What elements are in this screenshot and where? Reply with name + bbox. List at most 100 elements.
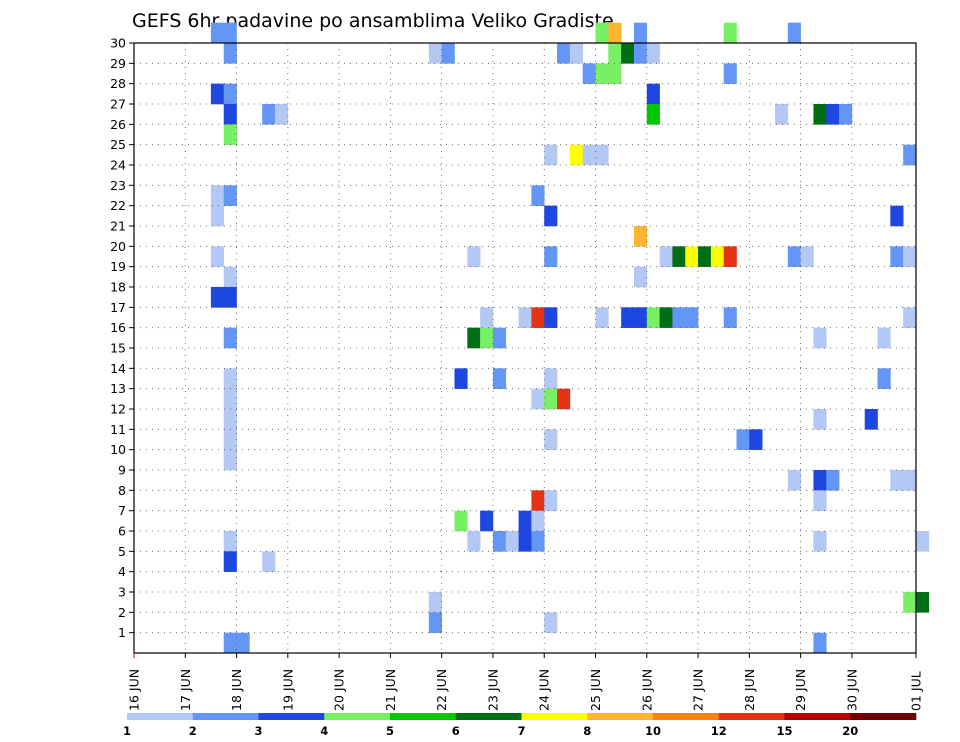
heat-cell xyxy=(877,327,891,349)
x-tick-label: 17 JUN xyxy=(178,669,193,711)
legend-swatch xyxy=(258,713,325,720)
heat-cell xyxy=(916,531,930,552)
heat-cell xyxy=(621,307,635,328)
heat-cell xyxy=(608,22,622,44)
heat-cell xyxy=(544,144,558,166)
heat-cell xyxy=(813,470,827,491)
heat-cell xyxy=(531,185,545,206)
heat-cell xyxy=(557,388,571,410)
heat-cell xyxy=(903,592,917,613)
heat-cell xyxy=(736,429,750,450)
y-tick-label: 7 xyxy=(118,503,126,518)
heat-cell xyxy=(492,327,507,349)
heat-cell xyxy=(903,144,917,166)
heat-cell xyxy=(723,307,737,328)
x-tick-label: 01 JUL xyxy=(909,671,924,711)
x-tick-label: 23 JUN xyxy=(486,669,501,711)
y-tick-label: 23 xyxy=(110,178,126,193)
y-tick-label: 4 xyxy=(118,564,126,579)
heat-cell xyxy=(646,83,660,105)
legend-swatch xyxy=(192,713,259,720)
heat-cell xyxy=(672,246,686,267)
heat-cell xyxy=(864,409,878,430)
legend-label: 8 xyxy=(583,724,591,738)
chart-title: GEFS 6hr padavine po ansamblima Veliko G… xyxy=(132,10,614,32)
y-tick-label: 21 xyxy=(110,219,126,234)
heat-cell xyxy=(518,531,532,552)
x-tick-label: 18 JUN xyxy=(229,669,244,711)
heat-cell xyxy=(223,551,237,572)
heat-cell xyxy=(480,307,494,328)
heat-cell xyxy=(646,307,660,328)
heat-cell xyxy=(236,632,250,654)
y-tick-label: 25 xyxy=(110,137,126,152)
heat-cell xyxy=(774,104,789,125)
heat-cell xyxy=(633,307,648,328)
heat-cell xyxy=(749,429,763,450)
x-tick-label: 19 JUN xyxy=(280,669,295,711)
legend-label: 1 xyxy=(123,724,131,738)
cells-layer xyxy=(210,22,930,654)
heat-cell xyxy=(633,22,648,44)
heat-cell xyxy=(813,409,827,430)
heat-cell xyxy=(877,368,891,389)
heat-cell xyxy=(454,510,468,532)
legend-swatch xyxy=(390,713,457,720)
x-tick-label: 16 JUN xyxy=(127,669,142,711)
heat-cell xyxy=(557,43,571,64)
legend-label: 6 xyxy=(452,724,460,738)
heat-cell xyxy=(595,63,609,84)
heat-cell xyxy=(813,490,827,511)
x-tick-label: 27 JUN xyxy=(691,669,706,711)
heat-cell xyxy=(492,531,507,552)
heat-cell xyxy=(223,327,237,349)
heat-cell xyxy=(492,368,507,389)
y-tick-label: 22 xyxy=(110,198,126,213)
heat-cell xyxy=(813,104,827,125)
heat-cell xyxy=(262,104,276,125)
y-tick-label: 2 xyxy=(118,605,126,620)
heat-cell xyxy=(210,287,225,308)
heat-cell xyxy=(826,470,840,491)
y-tick-label: 10 xyxy=(110,442,126,457)
heat-cell xyxy=(685,246,699,267)
heat-cell xyxy=(223,388,237,410)
y-tick-label: 15 xyxy=(110,341,126,356)
x-tick-label: 30 JUN xyxy=(844,669,859,711)
heat-cell xyxy=(890,470,904,491)
heat-cell xyxy=(582,144,596,166)
heat-cell xyxy=(480,510,494,532)
y-tick-label: 27 xyxy=(110,97,126,112)
y-tick-label: 18 xyxy=(110,280,126,295)
y-tick-label: 8 xyxy=(118,483,126,498)
heat-cell xyxy=(223,449,237,471)
heat-cell xyxy=(544,205,558,227)
heat-cell xyxy=(518,510,532,532)
heat-cell xyxy=(826,104,840,125)
legend-swatch xyxy=(784,713,851,720)
heat-cell xyxy=(723,246,737,267)
legend-swatch xyxy=(653,713,720,720)
heat-cell xyxy=(698,246,712,267)
heat-cell xyxy=(903,246,917,267)
heat-cell xyxy=(531,307,545,328)
heat-cell xyxy=(890,246,904,267)
heat-cell xyxy=(633,266,648,288)
heat-cell xyxy=(223,531,237,552)
heat-cell xyxy=(787,246,801,267)
heat-cell xyxy=(633,226,648,247)
legend-label: 10 xyxy=(645,724,661,738)
legend-label: 4 xyxy=(320,724,328,738)
y-tick-label: 24 xyxy=(110,158,126,173)
heat-cell xyxy=(428,592,442,613)
legend-label: 2 xyxy=(189,724,197,738)
y-tick-label: 14 xyxy=(110,361,126,376)
heat-cell xyxy=(223,632,237,654)
heat-cell xyxy=(223,104,237,125)
y-tick-label: 19 xyxy=(110,259,126,274)
heat-cell xyxy=(223,43,237,64)
heat-cell xyxy=(723,63,737,84)
legend-label: 5 xyxy=(386,724,394,738)
y-tick-label: 20 xyxy=(110,239,126,254)
